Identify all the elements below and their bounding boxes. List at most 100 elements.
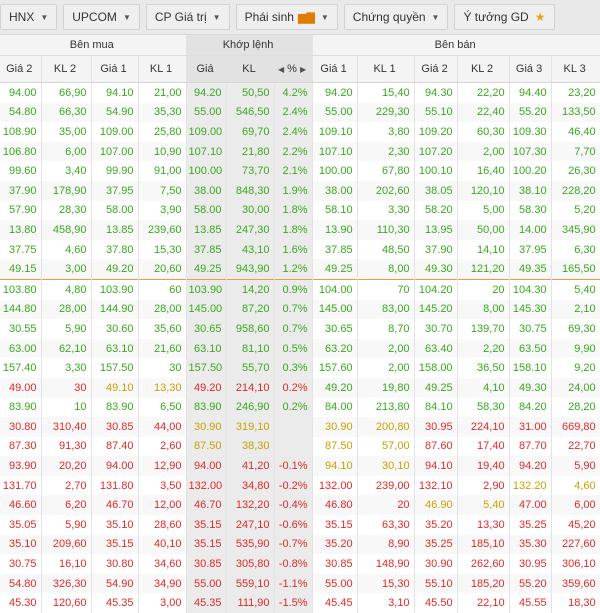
sell-vol-1-cell: 70 xyxy=(357,278,415,300)
caret-right-icon[interactable]: ▶ xyxy=(300,65,307,74)
table-row[interactable]: 30.55 5,90 30.60 35,60 30.65 958,60 0.7% 30.65 8… xyxy=(0,319,600,339)
tab-phai-sinh[interactable]: Phái sinh ▆▇ ▼ xyxy=(235,4,338,30)
col-header[interactable]: Giá 2 xyxy=(414,55,458,83)
buy-vol-1-cell: 7,50 xyxy=(138,180,187,201)
sell-price-3-cell: 14.00 xyxy=(509,220,552,240)
sell-vol-1-cell: 202,60 xyxy=(357,180,415,201)
buy-price-1-cell: 13.85 xyxy=(91,220,139,240)
col-header[interactable]: Giá xyxy=(186,55,227,83)
sell-vol-1-cell: 3,30 xyxy=(357,200,415,221)
match-change-cell: 0.2% xyxy=(274,397,313,418)
buy-vol-2-cell: 30 xyxy=(41,377,92,398)
buy-price-2-cell: 131.70 xyxy=(0,475,42,496)
col-header[interactable]: KL 3 xyxy=(551,55,600,83)
match-price-cell: 49.20 xyxy=(186,377,227,398)
match-change-cell: 2.1% xyxy=(274,161,313,181)
table-row[interactable]: 30.75 16,10 30.80 34,60 30.85 305,80 -0.8% 30.8… xyxy=(0,554,600,574)
sell-price-1-cell: 58.10 xyxy=(312,200,358,221)
table-row[interactable]: 54.80 66,30 54.90 35,30 55.00 546,50 2.4% 55.00… xyxy=(0,102,600,123)
match-change-cell xyxy=(274,436,313,457)
buy-vol-1-cell: 10,90 xyxy=(138,141,187,162)
table-row[interactable]: 87.30 91,30 87.40 2,60 87.50 38,30 87.50 57,00 8… xyxy=(0,436,600,457)
match-change-cell: 4.2% xyxy=(274,82,313,103)
table-row[interactable]: 157.40 3,30 157.50 30 157.50 55,70 0.3% 157.60 2… xyxy=(0,358,600,378)
table-row[interactable]: 46.60 6,20 46.70 12,00 46.70 132,20 -0.4% 46.80… xyxy=(0,495,600,516)
sell-price-3-cell: 63.50 xyxy=(509,338,552,359)
match-price-cell: 30.85 xyxy=(186,554,227,574)
col-header-percent[interactable]: ◀ % ▶ xyxy=(274,55,313,83)
buy-price-2-cell: 157.40 xyxy=(0,358,42,378)
tab-upcom[interactable]: UPCOM ▼ xyxy=(63,4,140,30)
table-row[interactable]: 45.30 120,60 45.35 3,00 45.35 111,90 -1.5% 45.4… xyxy=(0,593,600,613)
table-row[interactable]: 54.80 326,30 54.90 34,90 55.00 559,10 -1.1% 55.… xyxy=(0,573,600,594)
table-row[interactable]: 93.90 20,20 94.00 12,90 94.00 41,20 -0.1% 94.10… xyxy=(0,456,600,476)
sell-vol-3-cell: 2,10 xyxy=(551,299,600,320)
col-header[interactable]: KL 2 xyxy=(41,55,92,83)
table-row[interactable]: 63.00 62,10 63.10 21,60 63.10 81,10 0.5% 63.20 2… xyxy=(0,338,600,359)
buy-price-1-cell: 58.00 xyxy=(91,200,139,221)
buy-price-1-cell: 103.90 xyxy=(91,278,139,300)
tab-hnx[interactable]: HNX ▼ xyxy=(0,4,58,30)
col-header[interactable]: KL 1 xyxy=(357,55,415,83)
table-row[interactable]: 13.80 458,90 13.85 239,60 13.85 247,30 1.8% 13.… xyxy=(0,220,600,240)
sell-vol-3-cell: 18,30 xyxy=(551,593,600,613)
col-header[interactable]: Giá 3 xyxy=(509,55,552,83)
col-header[interactable]: KL xyxy=(226,55,275,83)
table-row[interactable]: 103.80 4,80 103.90 60 103.90 14,20 0.9% 104.00 7… xyxy=(0,278,600,300)
match-price-cell: 145.00 xyxy=(186,299,227,320)
table-row[interactable]: 94.00 66,90 94.10 21,00 94.20 50,50 4.2% 94.20 1… xyxy=(0,82,600,103)
table-row[interactable]: 49.15 3,00 49.20 20,60 49.25 943,90 1.2% 49.25 8… xyxy=(0,259,600,280)
sell-vol-3-cell: 5,20 xyxy=(551,200,600,221)
col-header[interactable]: KL 2 xyxy=(457,55,510,83)
table-row[interactable]: 37.75 4,60 37.80 15,30 37.85 43,10 1.6% 37.85 48… xyxy=(0,239,600,260)
table-row[interactable]: 57.90 28,30 58.00 3,90 58.00 30,00 1.8% 58.10 3,… xyxy=(0,200,600,221)
match-price-cell: 94.20 xyxy=(186,82,227,103)
buy-vol-1-cell: 35,30 xyxy=(138,102,187,123)
col-header[interactable]: Giá 1 xyxy=(91,55,139,83)
buy-price-1-cell: 54.90 xyxy=(91,102,139,123)
buy-price-2-cell: 37.90 xyxy=(0,180,42,201)
table-row[interactable]: 83.90 10 83.90 6,50 83.90 246,90 0.2% 84.00 213,… xyxy=(0,397,600,418)
match-change-cell: -0.6% xyxy=(274,515,313,535)
col-header[interactable]: Giá 2 xyxy=(0,55,42,83)
table-row[interactable]: 30.80 310,40 30.85 44,00 30.90 319,10 30.90 200… xyxy=(0,417,600,437)
caret-left-icon[interactable]: ◀ xyxy=(277,65,285,74)
tab-cp-gia-tri[interactable]: CP Giá trị ▼ xyxy=(145,4,230,30)
sell-price-2-cell: 158.00 xyxy=(414,358,458,378)
sell-price-1-cell: 45.45 xyxy=(312,593,358,613)
table-row[interactable]: 144.80 28,00 144.90 28,00 145.00 87,20 0.7% 145… xyxy=(0,299,600,320)
match-price-cell: 35.15 xyxy=(186,515,227,535)
col-header[interactable]: KL 1 xyxy=(138,55,187,83)
sell-price-3-cell: 37.95 xyxy=(509,239,552,260)
buy-vol-1-cell: 3,90 xyxy=(138,200,187,221)
table-row[interactable]: 49.00 30 49.10 13,30 49.20 214,10 0.2% 49.20 19,… xyxy=(0,377,600,398)
col-header[interactable]: Giá 1 xyxy=(312,55,358,83)
sell-price-2-cell: 100.10 xyxy=(414,161,458,181)
buy-vol-1-cell: 34,90 xyxy=(138,573,187,594)
table-row[interactable]: 99.60 3,40 99.90 91,00 100.00 73,70 2.1% 100.00… xyxy=(0,161,600,181)
table-row[interactable]: 35.10 209,60 35.15 40,10 35.15 535,90 -0.7% 35.… xyxy=(0,534,600,555)
match-vol-cell: 132,20 xyxy=(226,495,275,516)
table-row[interactable]: 106.80 6,00 107.00 10,90 107.10 21,80 2.2% 107.… xyxy=(0,141,600,162)
sell-price-2-cell: 37.90 xyxy=(414,239,458,260)
table-row[interactable]: 35.05 5,90 35.10 28,60 35.15 247,10 -0.6% 35.15… xyxy=(0,515,600,535)
buy-vol-1-cell: 239,60 xyxy=(138,220,187,240)
table-row[interactable]: 37.90 178,90 37.95 7,50 38.00 848,30 1.9% 38.00… xyxy=(0,180,600,201)
tab-y-tuong-gd[interactable]: Ý tưởng GD ★ xyxy=(454,4,555,30)
sell-vol-3-cell: 165,50 xyxy=(551,259,600,280)
buy-price-1-cell: 49.10 xyxy=(91,377,139,398)
match-vol-cell: 247,10 xyxy=(226,515,275,535)
sell-vol-1-cell: 239,00 xyxy=(357,475,415,496)
sell-vol-2-cell: 5,40 xyxy=(457,495,510,516)
sell-price-3-cell: 94.20 xyxy=(509,456,552,476)
buy-vol-1-cell: 3,00 xyxy=(138,593,187,613)
sell-price-1-cell: 145.00 xyxy=(312,299,358,320)
table-row[interactable]: 108.90 35,00 109.00 25,80 109.00 69,70 2.4% 109… xyxy=(0,122,600,142)
caret-down-icon: ▼ xyxy=(122,12,131,22)
table-row[interactable]: 131.70 2,70 131.80 3,50 132.00 34,80 -0.2% 132.… xyxy=(0,475,600,496)
buy-price-2-cell: 87.30 xyxy=(0,436,42,457)
buy-vol-2-cell: 66,30 xyxy=(41,102,92,123)
buy-vol-1-cell: 30 xyxy=(138,358,187,378)
tab-chung-quyen[interactable]: Chứng quyền ▼ xyxy=(343,4,449,30)
match-vol-cell: 214,10 xyxy=(226,377,275,398)
